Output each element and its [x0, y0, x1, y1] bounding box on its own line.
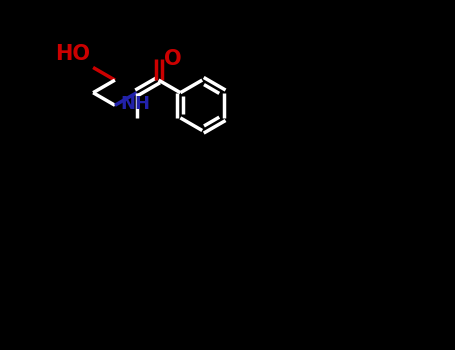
Text: HO: HO	[55, 44, 90, 64]
Text: NH: NH	[120, 94, 150, 113]
Text: O: O	[164, 49, 181, 69]
